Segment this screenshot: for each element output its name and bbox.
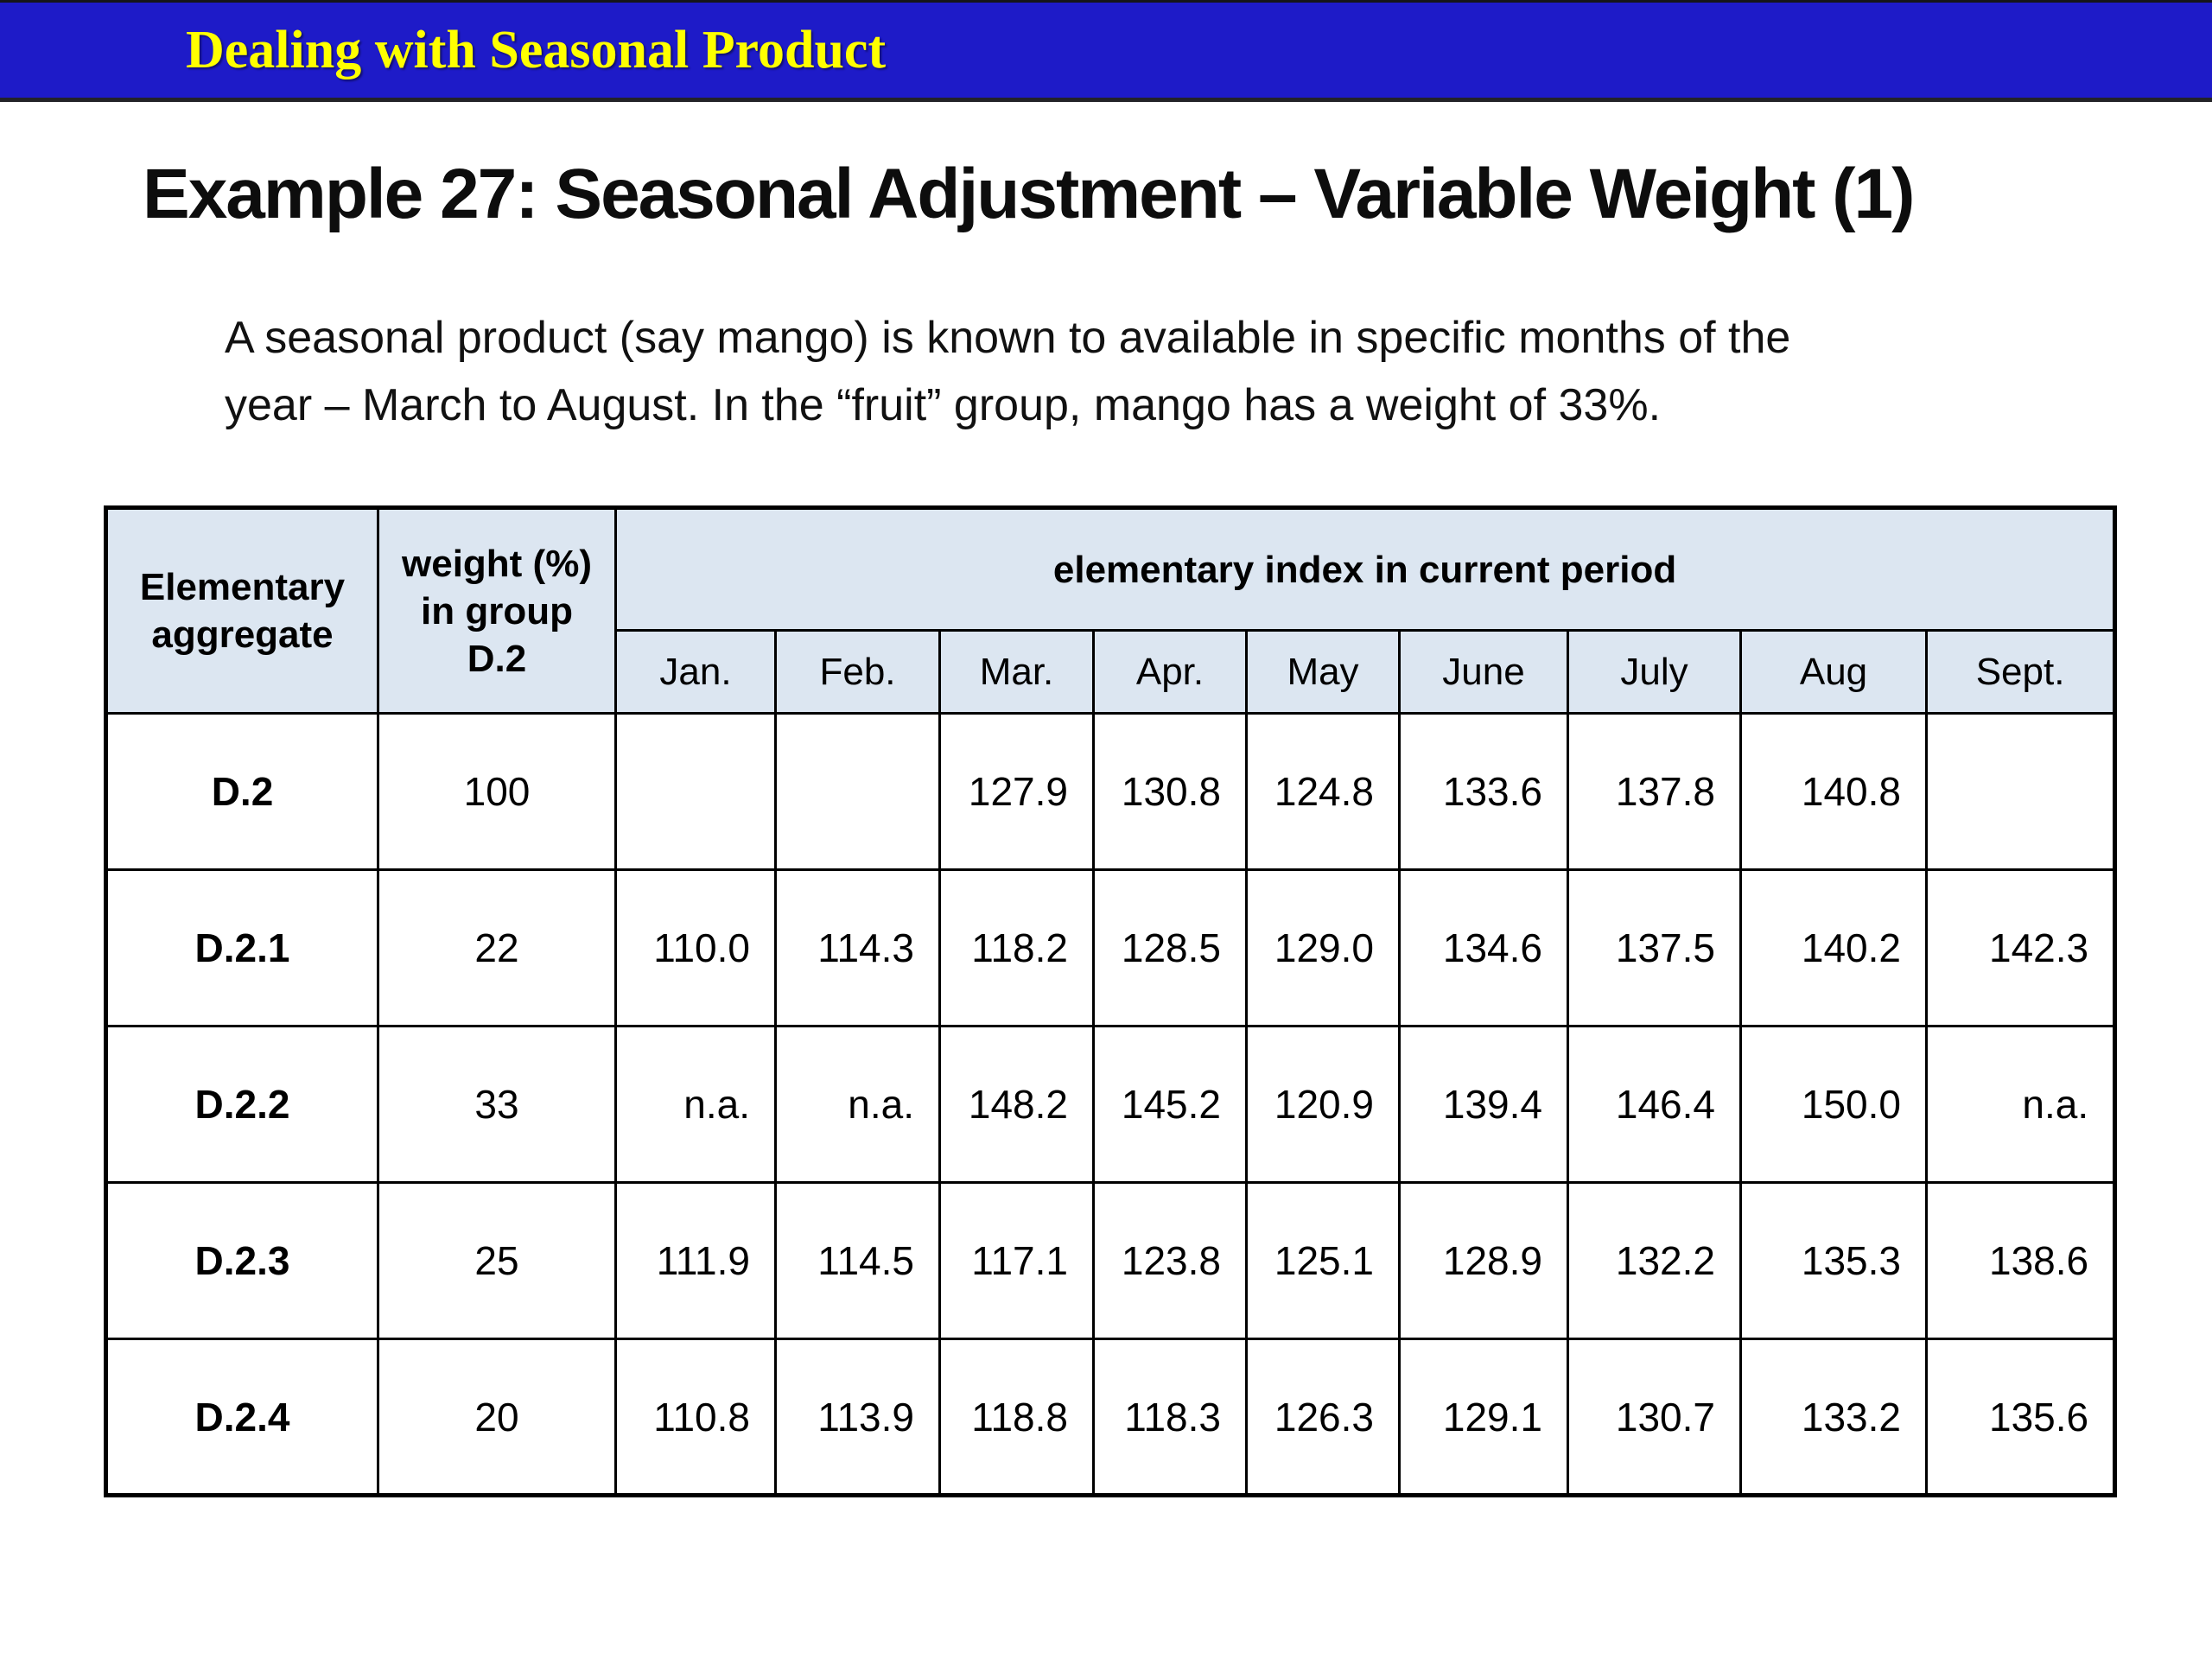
index-value-cell: [614, 712, 777, 871]
banner: Dealing with Seasonal Product: [0, 0, 2212, 102]
col-header-month: Aug: [1739, 629, 1928, 715]
weight-cell: 100: [377, 712, 617, 871]
index-value-cell: 130.7: [1567, 1338, 1742, 1497]
aggregate-cell: D.2.1: [105, 868, 379, 1027]
table-header-row-top: Elementary aggregate weight (%) in group…: [105, 506, 2117, 715]
index-value-cell: 133.2: [1739, 1338, 1928, 1497]
index-value-cell: 135.3: [1739, 1181, 1928, 1340]
index-value-cell: 113.9: [774, 1338, 941, 1497]
table-header-row-months: Jan. Feb. Mar. Apr. May June July Aug Sept.: [106, 629, 2117, 715]
index-value-cell: 139.4: [1398, 1025, 1569, 1184]
index-value-cell: 135.6: [1924, 1338, 2117, 1497]
col-header-month: Mar.: [938, 629, 1095, 715]
col-header-month: Sept.: [1924, 629, 2117, 715]
col-header-month: July: [1567, 629, 1742, 715]
index-value-cell: 140.2: [1739, 868, 1928, 1027]
col-header-month: Feb.: [774, 629, 941, 715]
index-value-cell: [774, 712, 941, 871]
weight-cell: 20: [377, 1338, 617, 1497]
banner-title: Dealing with Seasonal Product: [186, 20, 887, 79]
col-header-month: Jan.: [614, 629, 777, 715]
col-header-elementary-index: elementary index in current period: [613, 506, 2117, 632]
col-header-elementary-aggregate: Elementary aggregate: [105, 506, 379, 715]
col-header-weight-in-group: weight (%) in group D.2: [377, 506, 617, 715]
index-value-cell: 128.9: [1398, 1181, 1569, 1340]
index-value-cell: [1924, 712, 2117, 871]
weight-cell: 22: [377, 868, 617, 1027]
table-row: D.2.4 20 110.8 113.9 118.8 118.3 126.3 129.1 130…: [105, 1338, 2117, 1497]
table-row: D.2.1 22 110.0 114.3 118.2 128.5 129.0 134.6 137…: [105, 868, 2117, 1027]
index-value-cell: 123.8: [1092, 1181, 1248, 1340]
index-value-cell: 133.6: [1398, 712, 1569, 871]
index-value-cell: 125.1: [1245, 1181, 1401, 1340]
index-value-cell: 134.6: [1398, 868, 1569, 1027]
page-title: Example 27: Seasonal Adjustment – Variab…: [143, 155, 1915, 233]
weight-cell: 33: [377, 1025, 617, 1184]
index-value-cell: 126.3: [1245, 1338, 1401, 1497]
col-header-month: May: [1245, 629, 1401, 715]
index-value-cell: 124.8: [1245, 712, 1401, 871]
index-value-cell: 132.2: [1567, 1181, 1742, 1340]
table-row: D.2 100 127.9 130.8 124.8 133.6 137.8 140.8: [105, 712, 2117, 871]
index-value-cell: 114.5: [774, 1181, 941, 1340]
aggregate-cell: D.2.4: [105, 1338, 379, 1497]
col-header-month: Apr.: [1092, 629, 1248, 715]
index-value-cell: 120.9: [1245, 1025, 1401, 1184]
weight-cell: 25: [377, 1181, 617, 1340]
intro-paragraph: A seasonal product (say mango) is known …: [225, 304, 1790, 439]
table-row: D.2.2 33 n.a. n.a. 148.2 145.2 120.9 139.4 146.4…: [105, 1025, 2117, 1184]
index-value-cell: 110.0: [614, 868, 777, 1027]
table-row: D.2.3 25 111.9 114.5 117.1 123.8 125.1 128.9 132…: [105, 1181, 2117, 1340]
index-value-cell: 137.5: [1567, 868, 1742, 1027]
aggregate-cell: D.2.2: [105, 1025, 379, 1184]
index-value-cell: 118.3: [1092, 1338, 1248, 1497]
index-value-cell: 137.8: [1567, 712, 1742, 871]
aggregate-cell: D.2.3: [105, 1181, 379, 1340]
index-value-cell: 110.8: [614, 1338, 777, 1497]
index-value-cell: n.a.: [1924, 1025, 2117, 1184]
aggregate-cell: D.2: [105, 712, 379, 871]
index-value-cell: 118.2: [938, 868, 1095, 1027]
index-value-cell: 127.9: [938, 712, 1095, 871]
index-value-cell: n.a.: [614, 1025, 777, 1184]
index-value-cell: 148.2: [938, 1025, 1095, 1184]
seasonal-index-table: Elementary aggregate weight (%) in group…: [104, 505, 2118, 1497]
index-value-cell: 129.0: [1245, 868, 1401, 1027]
index-value-cell: 130.8: [1092, 712, 1248, 871]
index-value-cell: n.a.: [774, 1025, 941, 1184]
index-value-cell: 117.1: [938, 1181, 1095, 1340]
col-header-month: June: [1398, 629, 1569, 715]
index-value-cell: 146.4: [1567, 1025, 1742, 1184]
index-value-cell: 138.6: [1924, 1181, 2117, 1340]
index-value-cell: 118.8: [938, 1338, 1095, 1497]
paragraph-line: A seasonal product (say mango) is known …: [225, 313, 1791, 363]
index-value-cell: 142.3: [1924, 868, 2117, 1027]
index-value-cell: 150.0: [1739, 1025, 1928, 1184]
index-value-cell: 114.3: [774, 868, 941, 1027]
paragraph-line: year – March to August. In the “fruit” g…: [225, 380, 1662, 430]
index-value-cell: 145.2: [1092, 1025, 1248, 1184]
index-value-cell: 128.5: [1092, 868, 1248, 1027]
index-value-cell: 140.8: [1739, 712, 1928, 871]
index-value-cell: 129.1: [1398, 1338, 1569, 1497]
index-value-cell: 111.9: [614, 1181, 777, 1340]
